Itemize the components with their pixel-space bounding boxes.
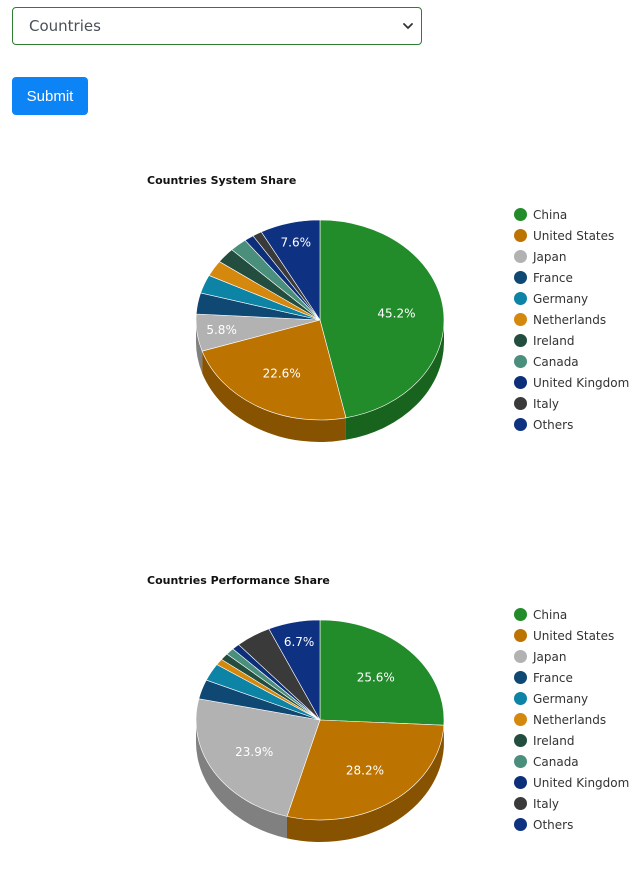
legend-label: Canada — [533, 355, 579, 369]
legend-item[interactable]: Japan — [514, 646, 629, 667]
legend-item[interactable]: France — [514, 267, 629, 288]
legend-label: Japan — [533, 250, 566, 264]
legend-marker — [514, 355, 527, 368]
legend-item[interactable]: Others — [514, 814, 629, 835]
legend-label: Ireland — [533, 334, 575, 348]
legend-item[interactable]: Others — [514, 414, 629, 435]
legend-label: Italy — [533, 797, 559, 811]
legend-label: Netherlands — [533, 313, 606, 327]
legend-item[interactable]: China — [514, 604, 629, 625]
legend-item[interactable]: Italy — [514, 393, 629, 414]
pie-data-label: 23.9% — [235, 745, 273, 759]
legend-item[interactable]: France — [514, 667, 629, 688]
chart-legend: China United States Japan France Germany Neth… — [514, 604, 629, 835]
legend-label: Others — [533, 818, 573, 832]
legend-marker — [514, 313, 527, 326]
legend-item[interactable]: Netherlands — [514, 309, 629, 330]
legend-marker — [514, 776, 527, 789]
legend-label: China — [533, 208, 567, 222]
legend-label: United States — [533, 629, 614, 643]
legend-label: United Kingdom — [533, 776, 629, 790]
legend-label: Netherlands — [533, 713, 606, 727]
legend-item[interactable]: Germany — [514, 688, 629, 709]
legend-marker — [514, 734, 527, 747]
performance-share-chart: Countries Performance Share 25.6%28.2%23… — [0, 570, 641, 870]
legend-marker — [514, 671, 527, 684]
legend-marker — [514, 418, 527, 431]
legend-label: China — [533, 608, 567, 622]
legend-item[interactable]: United States — [514, 625, 629, 646]
pie-data-label: 22.6% — [263, 367, 301, 381]
legend-marker — [514, 229, 527, 242]
pie-data-label: 28.2% — [346, 763, 384, 777]
legend-item[interactable]: United Kingdom — [514, 372, 629, 393]
legend-label: Germany — [533, 692, 588, 706]
legend-item[interactable]: China — [514, 204, 629, 225]
submit-button[interactable]: Submit — [12, 77, 88, 115]
legend-label: Canada — [533, 755, 579, 769]
legend-marker — [514, 334, 527, 347]
legend-label: United States — [533, 229, 614, 243]
legend-marker — [514, 818, 527, 831]
legend-marker — [514, 650, 527, 663]
legend-label: Others — [533, 418, 573, 432]
pie-data-label: 6.7% — [284, 635, 315, 649]
legend-marker — [514, 692, 527, 705]
legend-item[interactable]: Ireland — [514, 730, 629, 751]
legend-marker — [514, 755, 527, 768]
chevron-down-icon — [402, 20, 414, 32]
pie-data-label: 7.6% — [281, 235, 312, 249]
legend-marker — [514, 376, 527, 389]
legend-marker — [514, 629, 527, 642]
legend-item[interactable]: Canada — [514, 751, 629, 772]
legend-marker — [514, 250, 527, 263]
legend-marker — [514, 397, 527, 410]
legend-item[interactable]: United States — [514, 225, 629, 246]
pie-data-label: 5.8% — [206, 323, 237, 337]
legend-marker — [514, 713, 527, 726]
legend-item[interactable]: Italy — [514, 793, 629, 814]
legend-label: United Kingdom — [533, 376, 629, 390]
pie-data-label: 25.6% — [357, 670, 395, 684]
legend-item[interactable]: Canada — [514, 351, 629, 372]
legend-label: France — [533, 271, 573, 285]
legend-marker — [514, 608, 527, 621]
legend-marker — [514, 208, 527, 221]
legend-label: France — [533, 671, 573, 685]
legend-label: Germany — [533, 292, 588, 306]
legend-marker — [514, 797, 527, 810]
chart-legend: China United States Japan France Germany Neth… — [514, 204, 629, 435]
legend-item[interactable]: Ireland — [514, 330, 629, 351]
legend-item[interactable]: Japan — [514, 246, 629, 267]
country-select[interactable]: Countries — [12, 7, 422, 45]
legend-item[interactable]: Germany — [514, 288, 629, 309]
legend-marker — [514, 292, 527, 305]
pie-data-label: 45.2% — [377, 306, 415, 320]
legend-item[interactable]: Netherlands — [514, 709, 629, 730]
country-select-value: Countries — [29, 17, 101, 35]
legend-marker — [514, 271, 527, 284]
system-share-chart: Countries System Share 45.2%22.6%5.8%7.6… — [0, 170, 641, 470]
legend-label: Italy — [533, 397, 559, 411]
legend-item[interactable]: United Kingdom — [514, 772, 629, 793]
legend-label: Japan — [533, 650, 566, 664]
legend-label: Ireland — [533, 734, 575, 748]
